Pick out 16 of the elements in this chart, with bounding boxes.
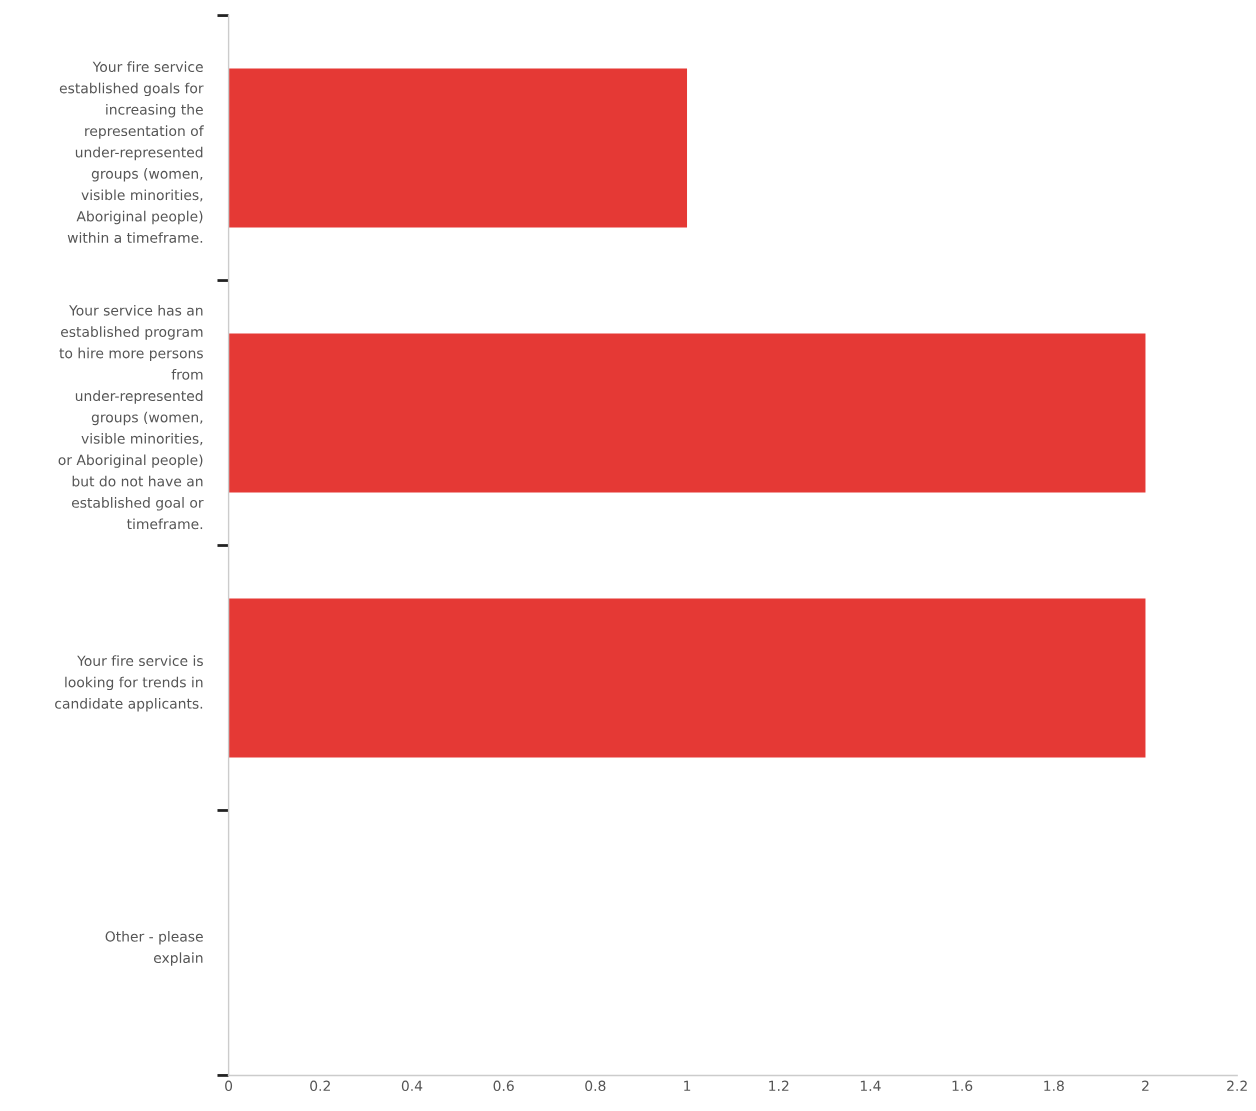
x-tick-label: 2.2 (1227, 1080, 1247, 1091)
x-tick-label: 1.2 (769, 1080, 789, 1091)
x-tick-label: 0.6 (493, 1080, 514, 1092)
category-label: Your service has an established program to hire more persons from under-represented groups (women, visible minorities, or Aboriginal people) but do not have an established goal or timeframe. (58, 304, 204, 530)
x-tick-label: 1.8 (1044, 1080, 1064, 1092)
x-tick-label: 1.4 (860, 1080, 881, 1091)
x-tick-label: 0.4 (401, 1080, 423, 1092)
x-tick-label: 0 (225, 1080, 233, 1092)
x-tick-label: 2 (1142, 1080, 1149, 1091)
x-tick-label: 1.6 (952, 1080, 973, 1092)
x-tick-label: 1 (684, 1080, 691, 1091)
y-tick-label: Other - please explain (105, 930, 203, 966)
x-tick-label: 0.8 (585, 1080, 606, 1092)
x-tick-label: 0.2 (310, 1080, 330, 1092)
category-label: Your fire service established goals for increasing the representation of under-represented groups (women, visible minorities, Aboriginal people) within a timeframe. (59, 61, 204, 243)
y-tick-label: Your fire service is looking for trends in candidate applicants. (55, 655, 203, 712)
